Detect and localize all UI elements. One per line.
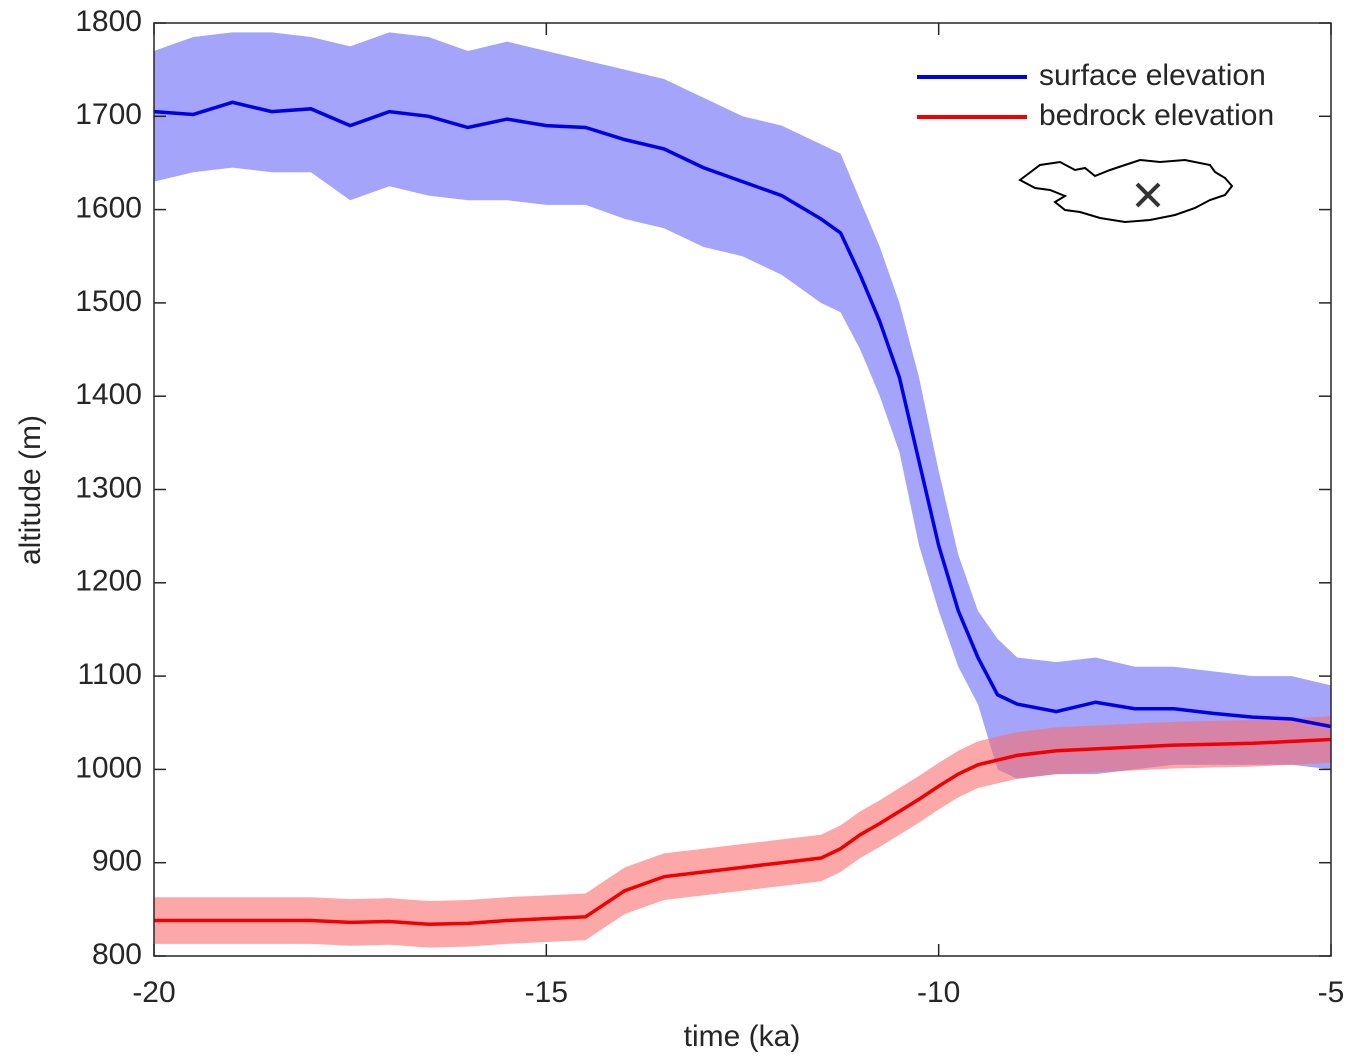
- x-tick-label: -10: [917, 976, 960, 1009]
- series-line: [154, 737, 1332, 927]
- legend: surface elevation bedrock elevation: [917, 59, 1274, 132]
- y-tick-label: 1400: [75, 378, 142, 411]
- x-tick-label: -5: [1318, 976, 1345, 1009]
- y-axis-label: altitude (m): [14, 415, 47, 565]
- y-tick-label: 1500: [75, 285, 142, 318]
- series-line: [153, 100, 1332, 729]
- location-marker: [1135, 182, 1161, 208]
- y-tick-label: 800: [92, 938, 142, 971]
- y-tick-label: 1200: [75, 565, 142, 598]
- y-tick-label: 1300: [75, 471, 142, 504]
- y-tick-label: 1600: [75, 192, 142, 225]
- legend-label: bedrock elevation: [1039, 99, 1274, 132]
- y-tick-label: 1000: [75, 751, 142, 784]
- error-band: [154, 716, 1331, 948]
- x-tick-label: -20: [132, 976, 175, 1009]
- x-tick-label: -15: [525, 976, 568, 1009]
- iceland-outline: [1018, 158, 1234, 224]
- legend-label: surface elevation: [1039, 59, 1266, 92]
- inset-map: [1018, 158, 1234, 224]
- y-tick-label: 1100: [77, 658, 142, 691]
- y-tick-label: 1700: [75, 98, 142, 131]
- y-tick-label: 1800: [75, 5, 142, 38]
- x-axis-label: time (ka): [684, 1020, 801, 1053]
- y-tick-label: 900: [92, 845, 142, 878]
